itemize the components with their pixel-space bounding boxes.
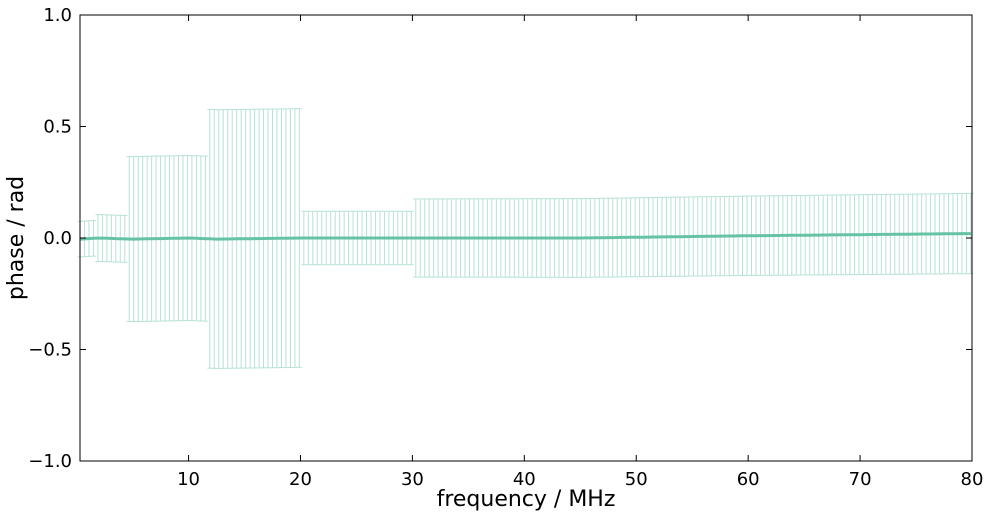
x-axis-label: frequency / MHz <box>437 487 616 512</box>
plot-area <box>77 108 974 369</box>
y-tick-label: 1.0 <box>43 5 72 26</box>
x-tick-label: 20 <box>289 469 312 490</box>
phase-series-line <box>79 232 971 241</box>
x-tick-label: 50 <box>625 469 648 490</box>
y-tick-label: −0.5 <box>28 340 72 361</box>
x-tick-label: 60 <box>737 469 760 490</box>
y-axis-label: phase / rad <box>4 176 29 300</box>
axis-ticks <box>80 14 973 462</box>
x-tick-label: 80 <box>961 469 984 490</box>
y-tick-labels: −1.0 −0.5 0.0 0.5 1.0 <box>28 5 72 472</box>
x-tick-label: 10 <box>177 469 200 490</box>
y-tick-label: −1.0 <box>28 451 72 472</box>
x-tick-label: 40 <box>513 469 536 490</box>
y-tick-label: 0.0 <box>43 228 72 249</box>
x-tick-label: 30 <box>401 469 424 490</box>
x-tick-labels: 10 20 30 40 50 60 70 80 <box>177 469 983 490</box>
y-tick-label: 0.5 <box>43 117 72 138</box>
x-tick-label: 70 <box>849 469 872 490</box>
